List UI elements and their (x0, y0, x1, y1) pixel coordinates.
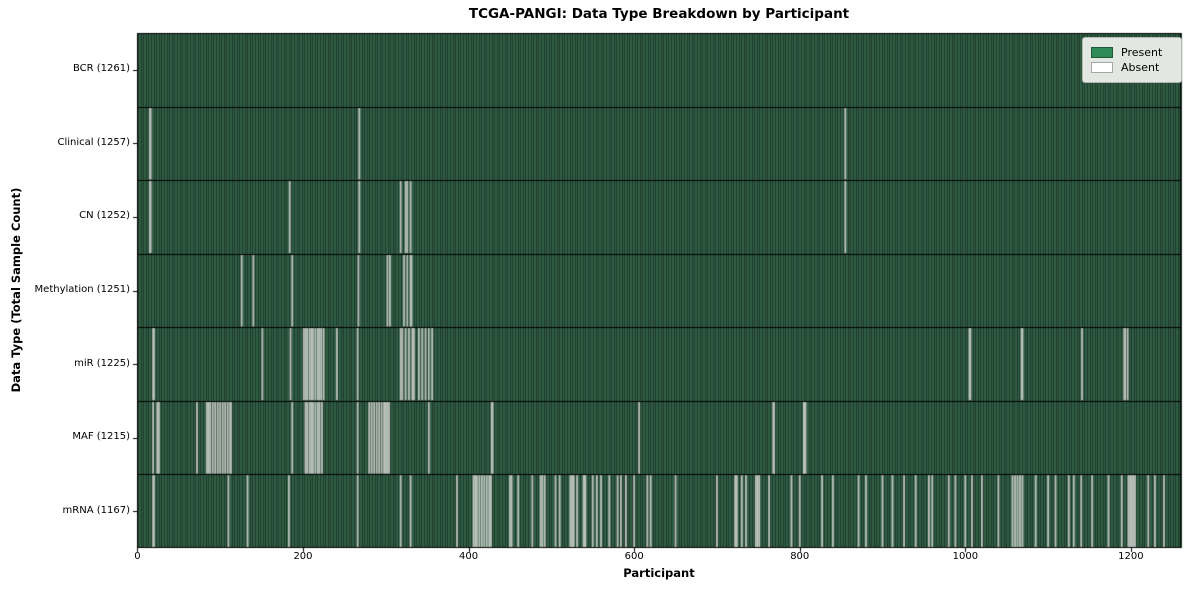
x-tick-label-200: 200 (293, 551, 313, 562)
row-label-MAF: MAF (1215) (72, 431, 130, 443)
row-label-Methylation: Methylation (1251) (34, 284, 130, 295)
row-label-mRNA: mRNA (1167) (62, 504, 130, 516)
x-tick-label-800: 800 (790, 551, 810, 562)
x-tick-label-0: 0 (134, 551, 141, 562)
x-tick-label-1000: 1000 (952, 551, 979, 562)
legend: Present Absent (1082, 37, 1182, 83)
x-tick-label-400: 400 (459, 551, 479, 562)
row-label-BCR: BCR (1261) (72, 63, 130, 75)
x-tick-label-600: 600 (624, 551, 644, 562)
row-label-miR: miR (1225) (74, 357, 130, 369)
x-axis-label: Participant (623, 566, 695, 580)
legend-absent-label: Absent (1121, 61, 1160, 74)
legend-present-label: Present (1121, 46, 1163, 59)
chart-title: TCGA-PANGI: Data Type Breakdown by Parti… (468, 6, 850, 22)
x-tick-label-1200: 1200 (1118, 551, 1144, 562)
row-label-Clinical: Clinical (1257) (57, 136, 131, 148)
legend-absent-swatch (1091, 62, 1113, 73)
legend-entry-present: Present (1091, 46, 1173, 59)
legend-entry-absent: Absent (1091, 61, 1173, 74)
row-label-CN: CN (1252) (79, 210, 130, 222)
legend-present-swatch (1091, 47, 1113, 58)
